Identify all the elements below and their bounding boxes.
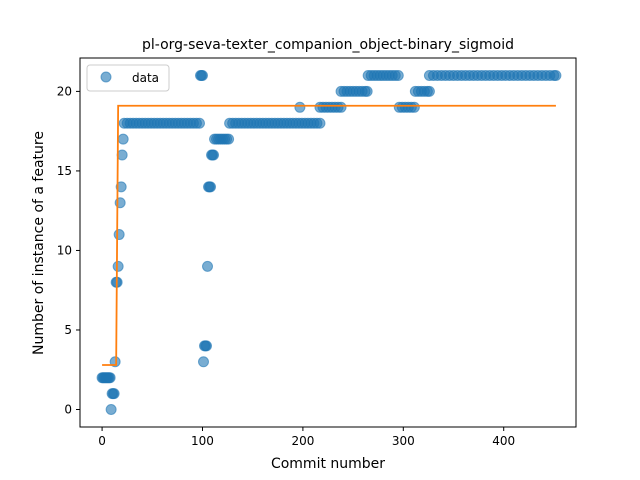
legend-box — [86, 64, 170, 92]
data-point — [550, 70, 562, 81]
data-point — [196, 70, 208, 81]
data-point — [201, 340, 213, 352]
data-point — [408, 101, 420, 113]
y-axis-label: Number of instance of a feature — [31, 131, 47, 355]
data-point — [115, 181, 127, 193]
y-tick-label: 20 — [57, 84, 72, 98]
data-point — [423, 85, 435, 97]
y-axis-ticks: 0 5 10 15 20 — [57, 84, 80, 417]
y-tick-label: 15 — [57, 164, 72, 178]
data-point — [113, 229, 125, 241]
data-point — [361, 85, 373, 97]
data-point — [202, 260, 214, 272]
fit-line — [102, 104, 556, 366]
legend-marker — [100, 71, 112, 83]
data-point — [112, 260, 124, 272]
legend-label: data — [132, 71, 159, 85]
x-axis-ticks: 0 100 200 300 400 — [98, 427, 515, 448]
chart-title: pl-org-seva-texter_companion_object-bina… — [142, 37, 514, 53]
data-point — [104, 372, 116, 384]
data-point — [335, 101, 347, 113]
data-point — [314, 117, 326, 129]
y-tick-label: 0 — [64, 403, 72, 417]
data-point — [198, 356, 209, 368]
x-tick-label: 200 — [291, 434, 314, 448]
x-tick-label: 400 — [492, 434, 515, 448]
x-tick-label: 100 — [191, 434, 214, 448]
data-point — [117, 133, 129, 145]
data-point — [105, 404, 117, 415]
x-tick-label: 300 — [392, 434, 415, 448]
data-point — [108, 388, 120, 400]
data-point — [193, 117, 205, 129]
legend: data — [86, 64, 170, 92]
y-tick-label: 5 — [64, 323, 72, 337]
data-point — [223, 133, 235, 145]
data-point — [294, 101, 306, 113]
axes-frame — [79, 57, 577, 428]
data-point — [208, 149, 220, 161]
data-point — [392, 70, 404, 81]
data-point — [205, 181, 217, 193]
plot-area — [96, 70, 562, 415]
y-tick-label: 10 — [57, 243, 72, 257]
x-tick-label: 0 — [98, 434, 106, 448]
x-axis-label: Commit number — [271, 456, 385, 472]
